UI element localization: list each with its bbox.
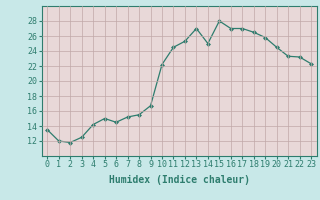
X-axis label: Humidex (Indice chaleur): Humidex (Indice chaleur) bbox=[109, 175, 250, 185]
